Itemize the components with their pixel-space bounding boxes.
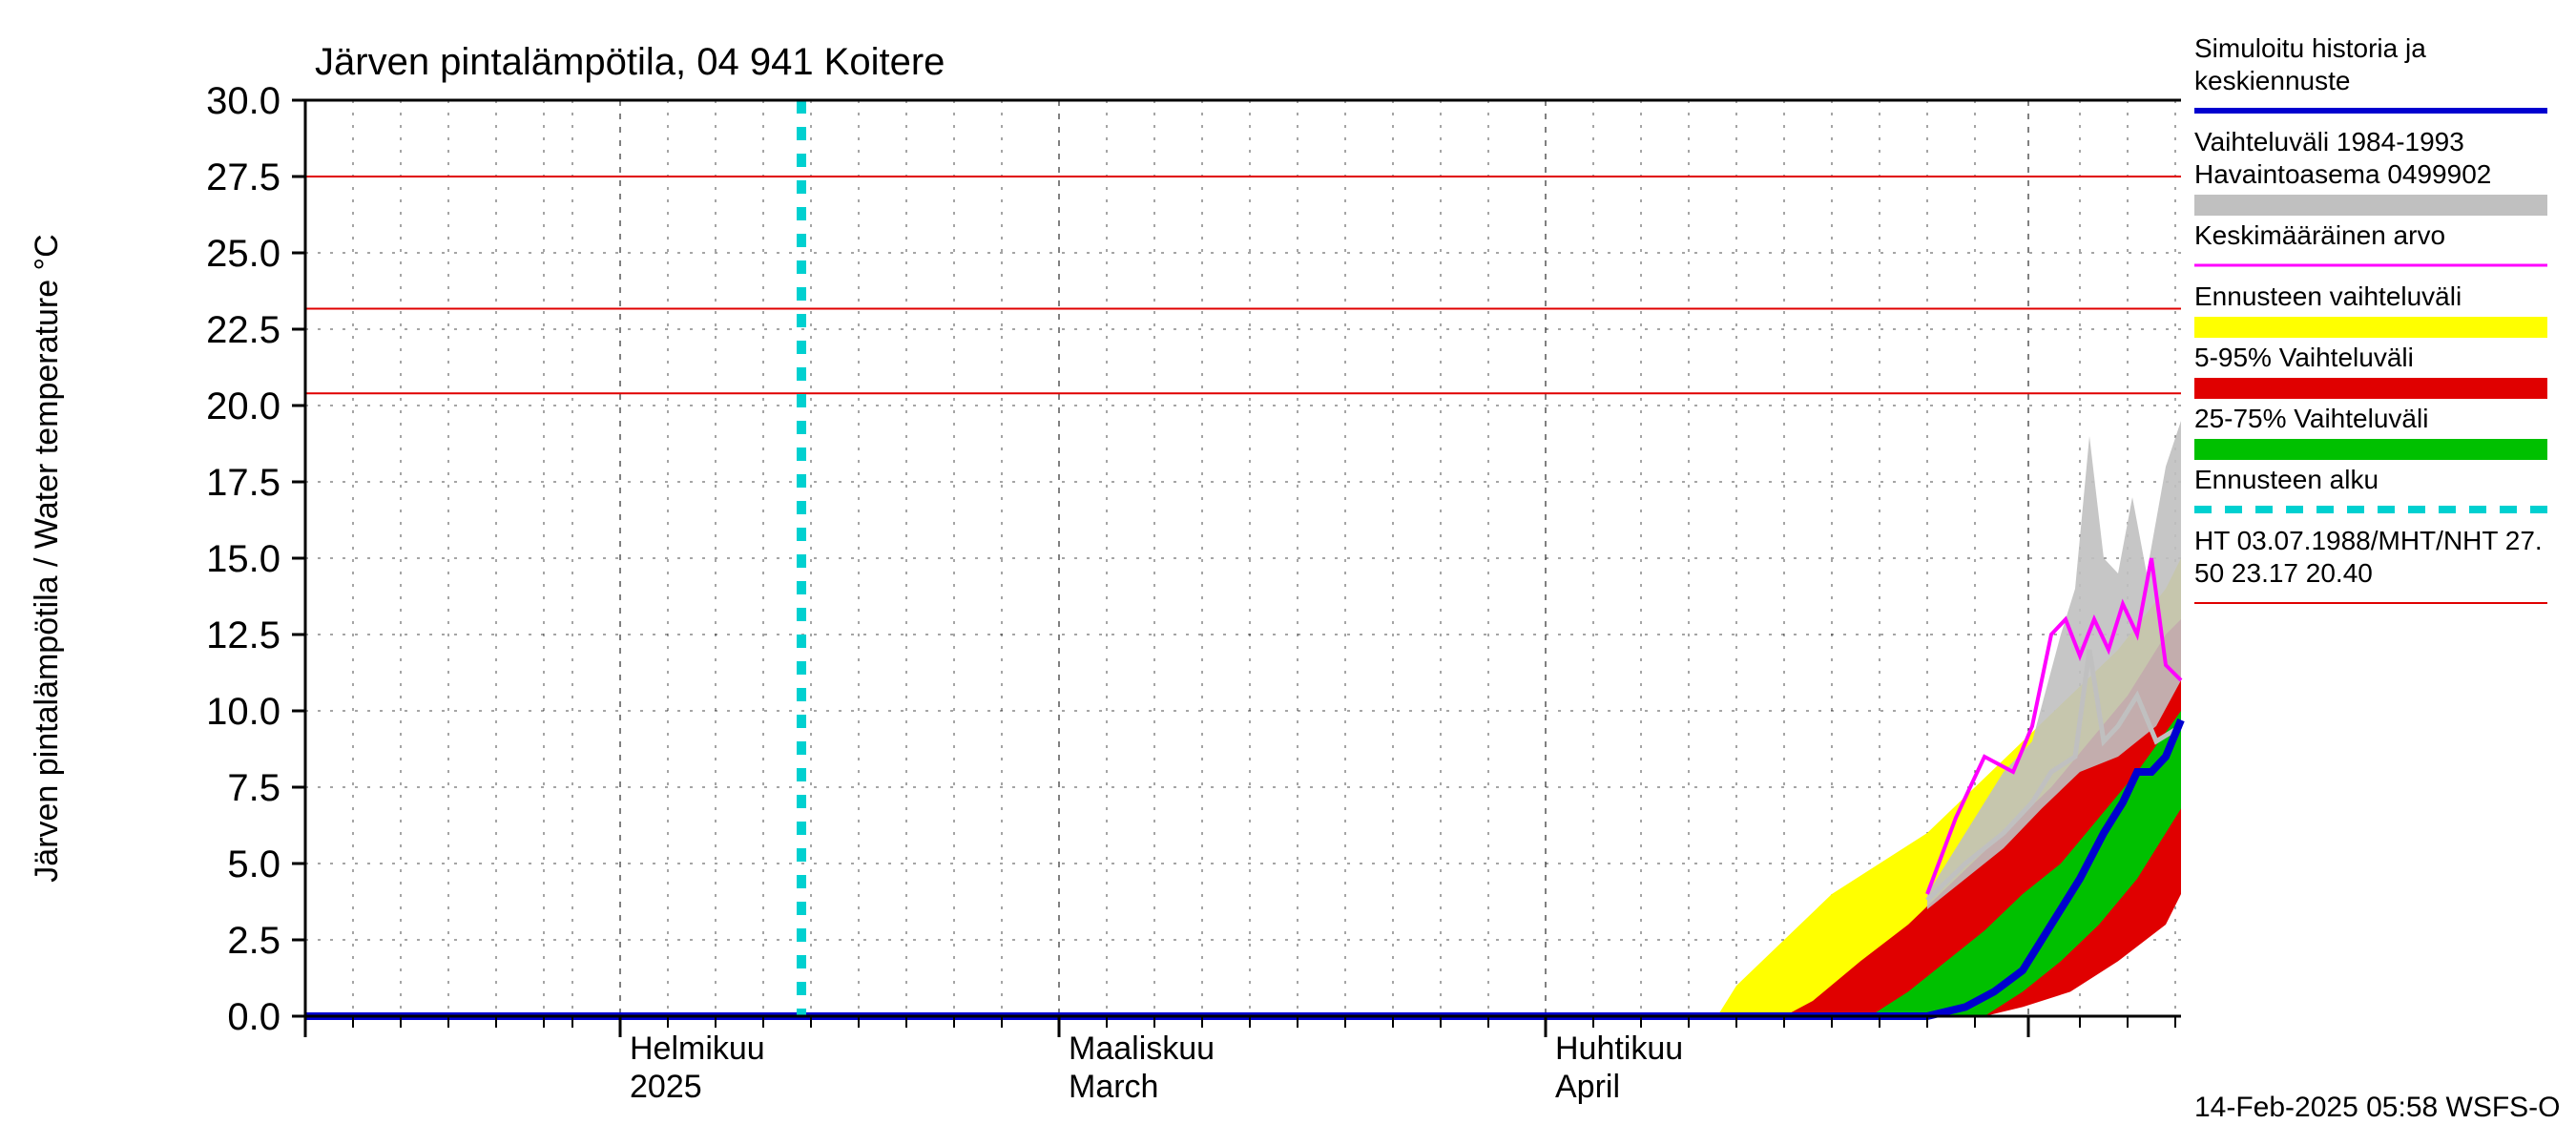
- legend-label: 25-75% Vaihteluväli: [2194, 404, 2428, 433]
- ylabel: 17.5: [206, 462, 280, 504]
- legend-label2: Havaintoasema 0499902: [2194, 159, 2491, 189]
- chart-root: 0.0 2.5 5.0 7.5 10.0 12.5 15.0 17.5 20.0 22.5 25.0…: [0, 0, 2576, 1145]
- xlabel-fi: Huhtikuu: [1555, 1030, 1683, 1067]
- legend-label: Vaihteluväli 1984-1993: [2194, 127, 2464, 156]
- ylabel: 27.5: [206, 156, 280, 198]
- ylabel: 10.0: [206, 691, 280, 733]
- xlabel-en: March: [1069, 1069, 1158, 1105]
- legend-label: HT 03.07.1988/MHT/NHT 27.: [2194, 526, 2543, 555]
- footer-text: 14-Feb-2025 05:58 WSFS-O: [2194, 1092, 2561, 1123]
- legend-label2: keskiennuste: [2194, 66, 2350, 95]
- chart-svg: 0.0 2.5 5.0 7.5 10.0 12.5 15.0 17.5 20.0 22.5 25.0…: [0, 0, 2576, 1145]
- ylabel: 5.0: [227, 843, 280, 885]
- xlabel-en: 2025: [630, 1069, 702, 1105]
- legend-label2: 50 23.17 20.40: [2194, 558, 2373, 588]
- ylabel: 0.0: [227, 996, 280, 1038]
- legend-swatch: [2194, 195, 2547, 216]
- legend-label: Ennusteen alku: [2194, 465, 2379, 494]
- ylabel: 20.0: [206, 385, 280, 427]
- xlabel-fi: Helmikuu: [630, 1030, 765, 1067]
- xlabel-fi: Maaliskuu: [1069, 1030, 1215, 1067]
- chart-title: Järven pintalämpötila, 04 941 Koitere: [315, 41, 945, 83]
- ylabel: 30.0: [206, 80, 280, 122]
- ylabel: 25.0: [206, 233, 280, 275]
- legend-swatch: [2194, 317, 2547, 338]
- legend-label: Simuloitu historia ja: [2194, 33, 2426, 63]
- legend-swatch: [2194, 439, 2547, 460]
- legend-label: 5-95% Vaihteluväli: [2194, 343, 2414, 372]
- legend-swatch: [2194, 378, 2547, 399]
- ylabel: 15.0: [206, 538, 280, 580]
- ylabel: 22.5: [206, 309, 280, 351]
- legend-label: Ennusteen vaihteluväli: [2194, 281, 2462, 311]
- ylabel: 7.5: [227, 767, 280, 809]
- ylabel: 2.5: [227, 920, 280, 962]
- xlabel-en: April: [1555, 1069, 1620, 1105]
- y-axis-label: Järven pintalämpötila / Water temperatur…: [29, 234, 65, 882]
- legend-label: Keskimääräinen arvo: [2194, 220, 2445, 250]
- ylabel: 12.5: [206, 614, 280, 656]
